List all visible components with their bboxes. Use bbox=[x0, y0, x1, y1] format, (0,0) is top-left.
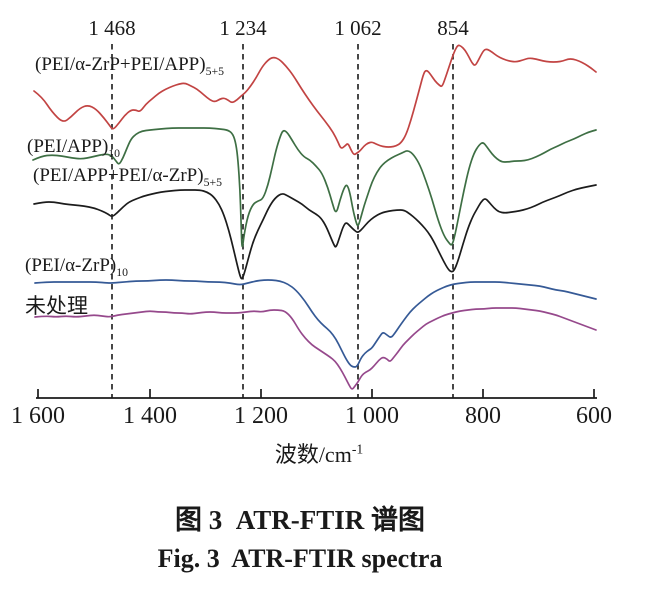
caption-zh: 图 3 ATR-FTIR 谱图 bbox=[174, 505, 425, 535]
spectrum-curve-0 bbox=[33, 44, 597, 156]
caption-en: Fig. 3 ATR-FTIR spectra bbox=[157, 544, 443, 573]
spectrum-curve-4 bbox=[34, 307, 597, 390]
figure-caption: 图 3 ATR-FTIR 谱图 Fig. 3 ATR-FTIR spectra bbox=[0, 498, 600, 574]
spectrum-curve-3 bbox=[34, 279, 597, 368]
spectrum-curve-1 bbox=[32, 127, 597, 248]
ftir-chart: 1 468 1 234 1 062 854 1 600 1 400 1 200 1 000 80… bbox=[11, 16, 612, 467]
spectrum-curve-2 bbox=[33, 184, 597, 280]
spectra-plot bbox=[32, 44, 597, 399]
